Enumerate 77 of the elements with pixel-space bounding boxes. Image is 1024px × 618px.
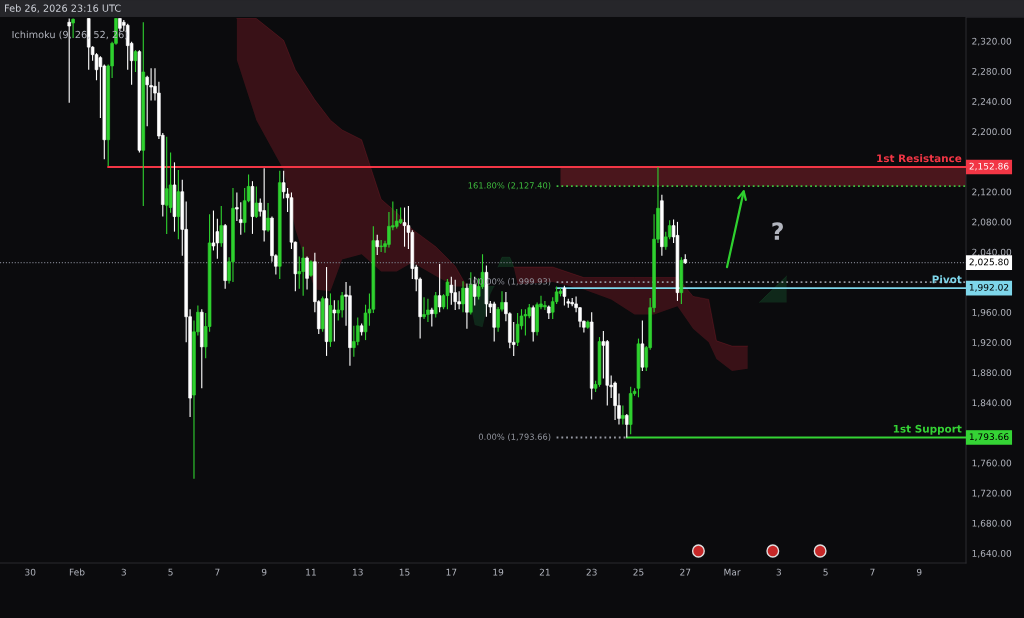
y-tick-label: 2,120.00 bbox=[972, 188, 1012, 197]
series-label: 0.00% (1,793.66) bbox=[478, 433, 551, 441]
candlestick bbox=[461, 280, 465, 313]
candlestick bbox=[254, 185, 259, 219]
candlestick bbox=[515, 312, 520, 347]
y-tick-label: 1,960.00 bbox=[972, 308, 1012, 317]
candlestick bbox=[422, 296, 426, 320]
data-label: 2,152.86 bbox=[969, 162, 1009, 171]
series-label: Pivot bbox=[932, 275, 962, 284]
candlestick bbox=[449, 276, 454, 306]
candlestick bbox=[430, 307, 434, 328]
candlestick bbox=[543, 300, 547, 311]
y-tick-label: 1,680.00 bbox=[972, 519, 1012, 528]
y-tick-label: 2,200.00 bbox=[972, 128, 1012, 136]
candlestick bbox=[433, 291, 438, 319]
candlestick bbox=[426, 298, 430, 323]
x-tick-label: Feb bbox=[69, 568, 85, 576]
ref-line-label: 2,025.80 bbox=[969, 258, 1009, 267]
candlestick bbox=[332, 299, 337, 343]
candlestick bbox=[262, 167, 266, 242]
x-tick-label: 17 bbox=[446, 568, 457, 576]
x-tick-label: 27 bbox=[680, 568, 691, 576]
x-tick-label: Mar bbox=[724, 568, 741, 576]
candlestick bbox=[133, 49, 138, 73]
y-tick-label: 1,920.00 bbox=[972, 339, 1012, 347]
candlestick bbox=[164, 136, 169, 235]
candlestick bbox=[621, 405, 625, 425]
candlestick bbox=[305, 255, 309, 291]
series-label: 1st Resistance bbox=[877, 154, 962, 163]
y-tick-label: 2,040.00 bbox=[972, 248, 1012, 257]
candlestick bbox=[453, 279, 457, 311]
x-tick-label: 13 bbox=[352, 568, 363, 576]
data-label: 1,793.66 bbox=[969, 433, 1009, 442]
candlestick bbox=[266, 202, 270, 233]
candlestick bbox=[297, 255, 302, 290]
candlestick bbox=[379, 239, 383, 253]
x-tick-label: 25 bbox=[633, 568, 644, 576]
x-tick-label: 19 bbox=[493, 568, 504, 576]
y-tick-label: 2,080.00 bbox=[972, 218, 1012, 227]
candlestick bbox=[340, 291, 344, 319]
data-label: 1,992.02 bbox=[969, 283, 1009, 292]
candlestick bbox=[355, 316, 360, 346]
candlestick bbox=[301, 246, 305, 297]
candlestick bbox=[219, 205, 224, 248]
y-tick-label: 1,840.00 bbox=[972, 399, 1012, 408]
y-tick-label: 2,280.00 bbox=[972, 67, 1012, 76]
x-tick-label: 30 bbox=[25, 568, 36, 576]
x-tick-label: 3 bbox=[121, 568, 126, 576]
y-tick-label: 1,640.00 bbox=[972, 549, 1012, 558]
series-label: 1st Support bbox=[893, 424, 962, 435]
x-tick-label: 9 bbox=[916, 568, 922, 576]
y-tick-label: 1,720.00 bbox=[972, 489, 1012, 498]
x-tick-label: 15 bbox=[399, 568, 410, 576]
y-tick-label: 1,760.00 bbox=[972, 459, 1012, 468]
candlestick bbox=[492, 301, 496, 343]
chart-title: Feb 26, 2026 23:16 UTC bbox=[5, 4, 121, 13]
x-tick-label: 3 bbox=[776, 568, 781, 576]
candlestick bbox=[375, 234, 379, 256]
x-tick-label: 9 bbox=[261, 568, 267, 576]
candlestick bbox=[523, 308, 528, 337]
x-tick-label: 23 bbox=[586, 568, 597, 576]
candlestick bbox=[445, 278, 450, 310]
annotation: ? bbox=[772, 222, 783, 240]
y-tick-label: 2,320.00 bbox=[972, 37, 1012, 46]
candlestick bbox=[562, 285, 567, 306]
candlestick bbox=[437, 263, 442, 313]
x-tick-label: 5 bbox=[823, 568, 828, 576]
candlestick bbox=[394, 208, 399, 230]
y-tick-label: 1,880.00 bbox=[972, 369, 1012, 377]
y-tick-label: 2,240.00 bbox=[972, 98, 1012, 106]
x-tick-label: 5 bbox=[168, 568, 173, 576]
x-tick-label: 21 bbox=[539, 568, 550, 576]
x-tick-label: 7 bbox=[870, 568, 875, 576]
x-tick-label: 11 bbox=[306, 568, 316, 576]
series-label: 161.80% (2,127.40) bbox=[468, 182, 551, 190]
x-tick-label: 7 bbox=[215, 568, 220, 576]
candlestick bbox=[625, 413, 629, 439]
